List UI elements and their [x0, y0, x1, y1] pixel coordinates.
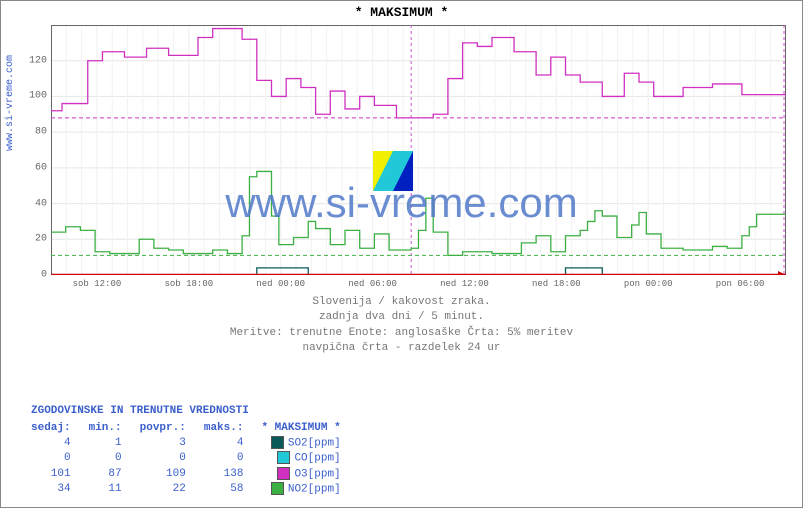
x-tick: ned 18:00	[532, 279, 581, 289]
x-tick: sob 12:00	[73, 279, 122, 289]
values-table-title: ZGODOVINSKE IN TRENUTNE VREDNOSTI	[31, 404, 359, 419]
chart-container: * MAKSIMUM * www.si-vreme.com 0204060801…	[0, 0, 803, 508]
cell-maks: 0	[204, 451, 262, 466]
subtitle-line: Slovenija / kakovost zraka.	[1, 295, 802, 310]
subtitle-line: navpična črta - razdelek 24 ur	[1, 341, 802, 356]
col-header: min.:	[89, 421, 140, 436]
col-header: povpr.:	[140, 421, 204, 436]
table-row: 10187109138 O3[ppm]	[31, 467, 359, 482]
x-tick-labels: sob 12:00 sob 18:00 ned 00:00 ned 06:00 ned …	[51, 279, 786, 293]
legend-label: O3[ppm]	[294, 468, 340, 480]
legend-header: * MAKSIMUM *	[261, 421, 358, 436]
cell-min: 0	[89, 451, 140, 466]
cell-min: 11	[89, 482, 140, 497]
y-tick: 0	[41, 270, 47, 281]
cell-povpr: 3	[140, 436, 204, 451]
y-tick: 60	[35, 162, 47, 173]
y-tick: 100	[29, 91, 47, 102]
chart-svg	[51, 25, 786, 275]
legend-swatch-icon	[277, 451, 290, 464]
legend-label: SO2[ppm]	[288, 437, 341, 449]
table-row: 34112258 NO2[ppm]	[31, 482, 359, 497]
x-tick: ned 12:00	[440, 279, 489, 289]
x-tick: pon 00:00	[624, 279, 673, 289]
table-row: 0000CO[ppm]	[31, 451, 359, 466]
values-table-header-row: sedaj:min.:povpr.:maks.:* MAKSIMUM *	[31, 421, 359, 436]
cell-min: 87	[89, 467, 140, 482]
cell-sedaj: 4	[31, 436, 89, 451]
y-tick: 40	[35, 198, 47, 209]
cell-maks: 138	[204, 467, 262, 482]
cell-sedaj: 0	[31, 451, 89, 466]
y-tick-labels: 020406080100120	[21, 25, 49, 275]
cell-povpr: 109	[140, 467, 204, 482]
legend-label: NO2[ppm]	[288, 483, 341, 495]
y-axis-link[interactable]: www.si-vreme.com	[5, 55, 16, 151]
legend-cell: O3[ppm]	[261, 467, 358, 482]
cell-maks: 4	[204, 436, 262, 451]
col-header: maks.:	[204, 421, 262, 436]
x-tick: ned 06:00	[348, 279, 397, 289]
y-tick: 80	[35, 127, 47, 138]
x-tick: pon 06:00	[716, 279, 765, 289]
cell-sedaj: 34	[31, 482, 89, 497]
legend-swatch-icon	[271, 436, 284, 449]
x-tick: ned 00:00	[256, 279, 305, 289]
chart-title: * MAKSIMUM *	[1, 1, 802, 25]
x-tick: sob 18:00	[165, 279, 214, 289]
legend-cell: CO[ppm]	[261, 451, 358, 466]
legend-swatch-icon	[277, 467, 290, 480]
col-header: sedaj:	[31, 421, 89, 436]
subtitle-line: Meritve: trenutne Enote: anglosaške Črta…	[1, 326, 802, 341]
legend-label: CO[ppm]	[294, 453, 340, 465]
y-tick: 120	[29, 55, 47, 66]
legend-cell: SO2[ppm]	[261, 436, 358, 451]
cell-maks: 58	[204, 482, 262, 497]
values-table-body: 4134SO2[ppm]0000CO[ppm]10187109138O3[ppm…	[31, 436, 359, 497]
legend-cell: NO2[ppm]	[261, 482, 358, 497]
y-tick: 20	[35, 234, 47, 245]
cell-min: 1	[89, 436, 140, 451]
values-table-section: ZGODOVINSKE IN TRENUTNE VREDNOSTI sedaj:…	[31, 404, 359, 497]
cell-povpr: 0	[140, 451, 204, 466]
plot-area	[51, 25, 786, 275]
legend-swatch-icon	[271, 482, 284, 495]
subtitle-block: Slovenija / kakovost zraka. zadnja dva d…	[1, 295, 802, 357]
values-table: sedaj:min.:povpr.:maks.:* MAKSIMUM * 413…	[31, 421, 359, 497]
cell-sedaj: 101	[31, 467, 89, 482]
table-row: 4134SO2[ppm]	[31, 436, 359, 451]
subtitle-line: zadnja dva dni / 5 minut.	[1, 310, 802, 325]
cell-povpr: 22	[140, 482, 204, 497]
